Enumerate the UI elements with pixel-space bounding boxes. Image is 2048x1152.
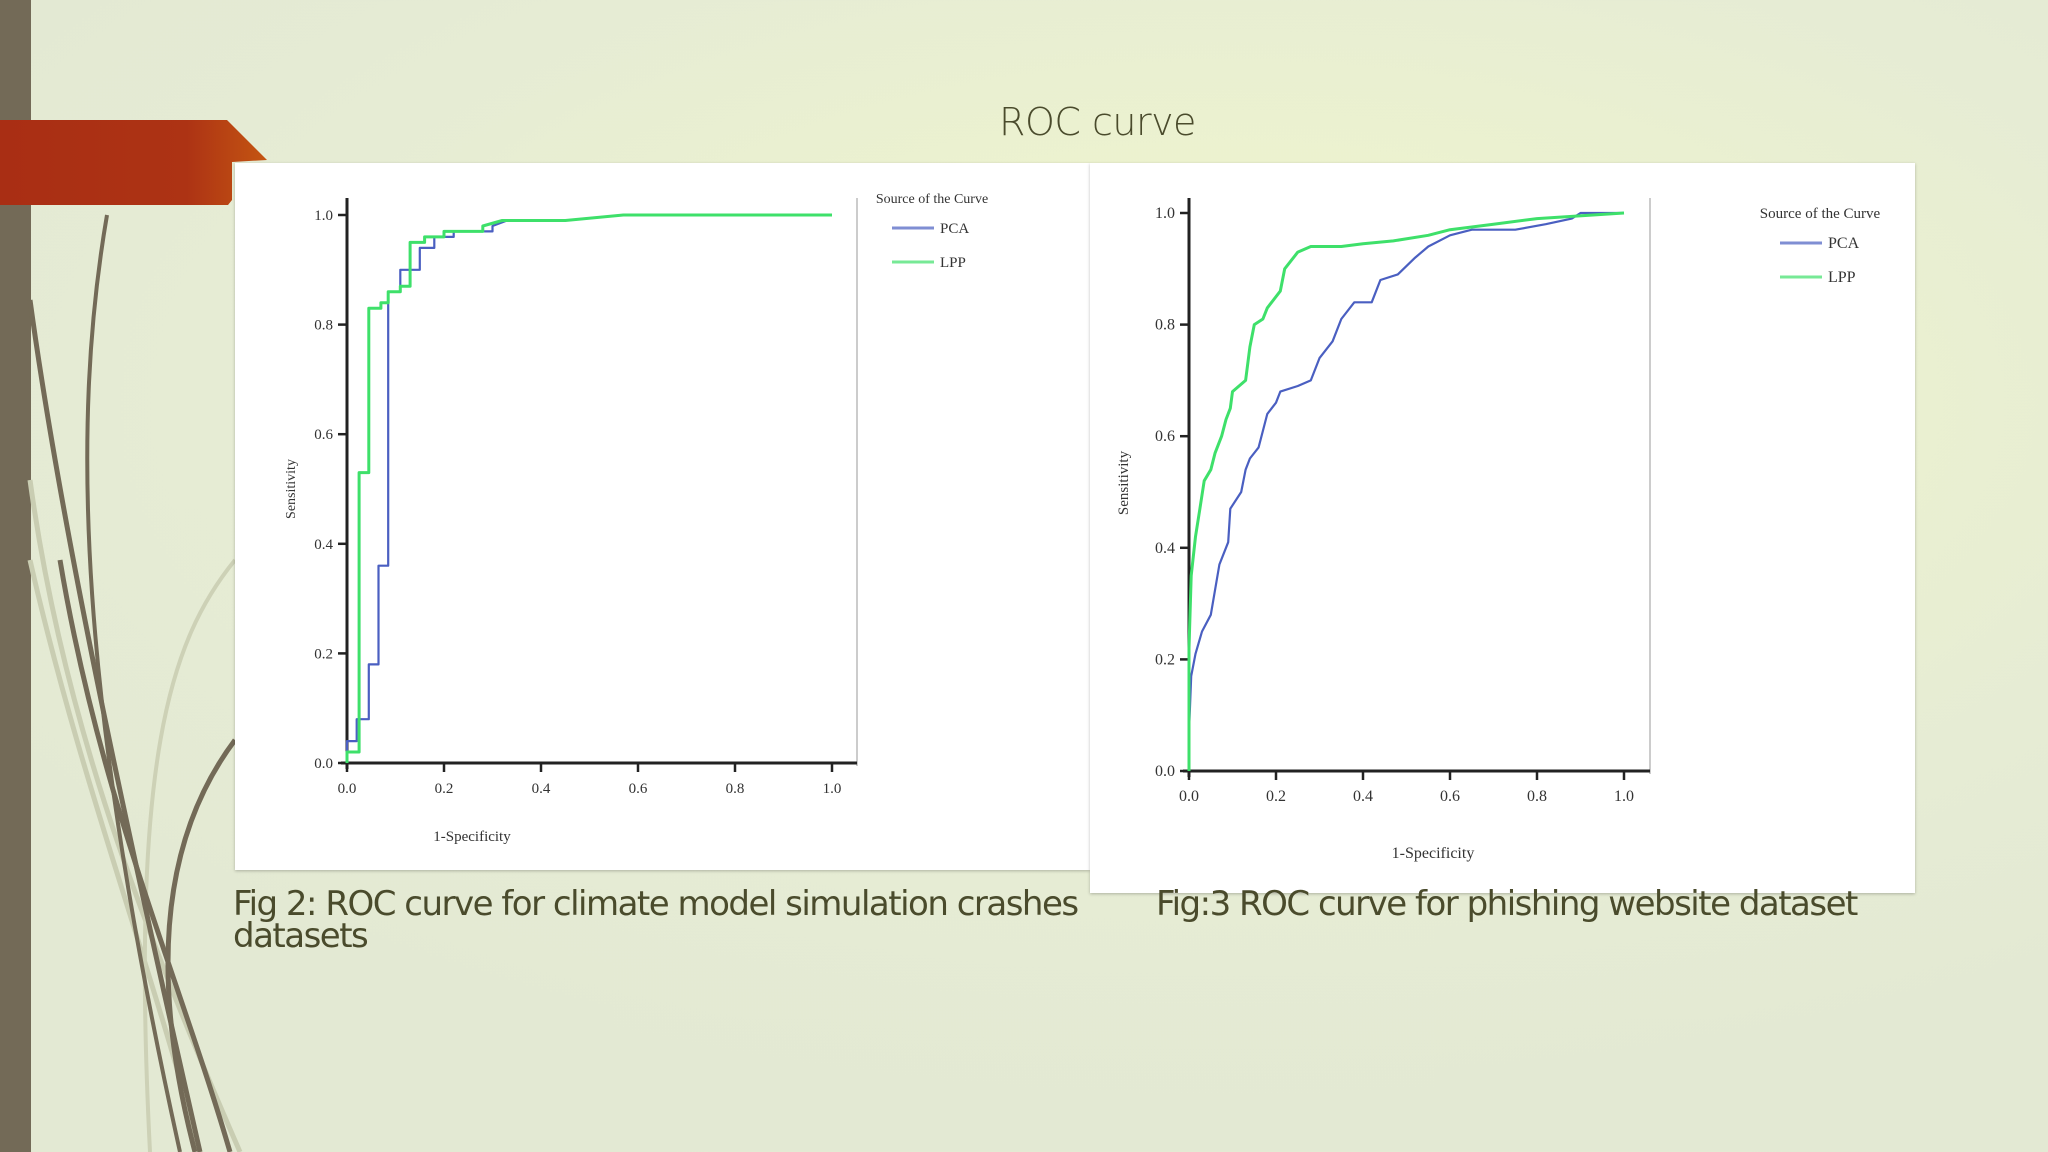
chart-panel-phishing: 0.0 0.2 0.4 0.6 0.8 1.0 0.0 0.2 0.4 0.6 0.8 1.0 1-Sp… [1090,163,1915,893]
x-tick-label: 0.4 [1353,788,1373,805]
legend-label-lpp: LPP [1828,269,1856,286]
y-axis-label: Sensitivity [284,459,299,519]
series-line-lpp [345,213,832,763]
y-tick-label: 1.0 [1155,205,1175,222]
chart-panel-climate: 0.0 0.2 0.4 0.6 0.8 1.0 0.0 0.2 0.4 0.6 0.8 1.0 1-Sp… [235,163,1090,870]
y-tick-label: 0.6 [314,427,333,443]
title-ribbon [0,120,267,205]
x-axis-label: 1-Specificity [433,829,511,845]
y-tick-label: 0.2 [314,646,333,662]
y-tick-label: 1.0 [314,208,333,224]
x-tick-label: 0.6 [1440,788,1460,805]
y-tick-label: 0.0 [1155,763,1175,780]
y-tick-label: 0.6 [1155,428,1175,445]
x-tick-label: 1.0 [823,781,842,797]
y-tick-label: 0.0 [314,756,333,772]
y-tick-label: 0.2 [1155,651,1175,668]
x-tick-label: 0.4 [532,781,551,797]
x-tick-label: 0.2 [1266,788,1286,805]
legend-title: Source of the Curve [876,192,988,207]
series-line-lpp [1187,211,1625,771]
caption-fig2: Fig 2: ROC curve for climate model simul… [233,884,1079,956]
x-tick-label: 0.2 [435,781,454,797]
y-tick-label: 0.4 [1155,540,1175,557]
y-tick-label: 0.4 [314,537,333,553]
x-axis-label: 1-Specificity [1392,845,1475,862]
legend-label-pca: PCA [940,221,969,237]
legend-label-lpp: LPP [940,255,966,271]
roc-chart-climate: 0.0 0.2 0.4 0.6 0.8 1.0 0.0 0.2 0.4 0.6 0.8 1.0 1-Sp… [284,192,988,845]
slide-title: ROC curve [999,100,1196,144]
series-line-pca [1187,211,1624,732]
x-tick-label: 1.0 [1614,788,1634,805]
roc-chart-phishing: 0.0 0.2 0.4 0.6 0.8 1.0 0.0 0.2 0.4 0.6 0.8 1.0 1-Sp… [1116,198,1881,862]
x-tick-label: 0.0 [1179,788,1199,805]
y-tick-label: 0.8 [314,318,333,334]
x-tick-label: 0.8 [726,781,745,797]
series-line-pca [345,213,832,763]
x-tick-label: 0.0 [338,781,357,797]
x-tick-label: 0.6 [629,781,648,797]
x-tick-label: 0.8 [1527,788,1547,805]
legend-label-pca: PCA [1828,235,1860,252]
y-axis-label: Sensitivity [1116,450,1132,515]
legend-title: Source of the Curve [1760,206,1881,222]
y-tick-label: 0.8 [1155,317,1175,334]
caption-fig3: Fig:3 ROC curve for phishing website dat… [1156,884,1858,924]
